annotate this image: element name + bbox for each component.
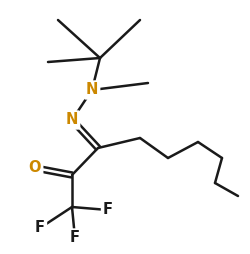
Text: O: O <box>29 161 41 176</box>
Text: F: F <box>35 220 45 235</box>
Text: F: F <box>102 202 113 217</box>
Text: N: N <box>86 83 98 98</box>
Text: F: F <box>70 230 80 246</box>
Text: N: N <box>66 113 78 128</box>
